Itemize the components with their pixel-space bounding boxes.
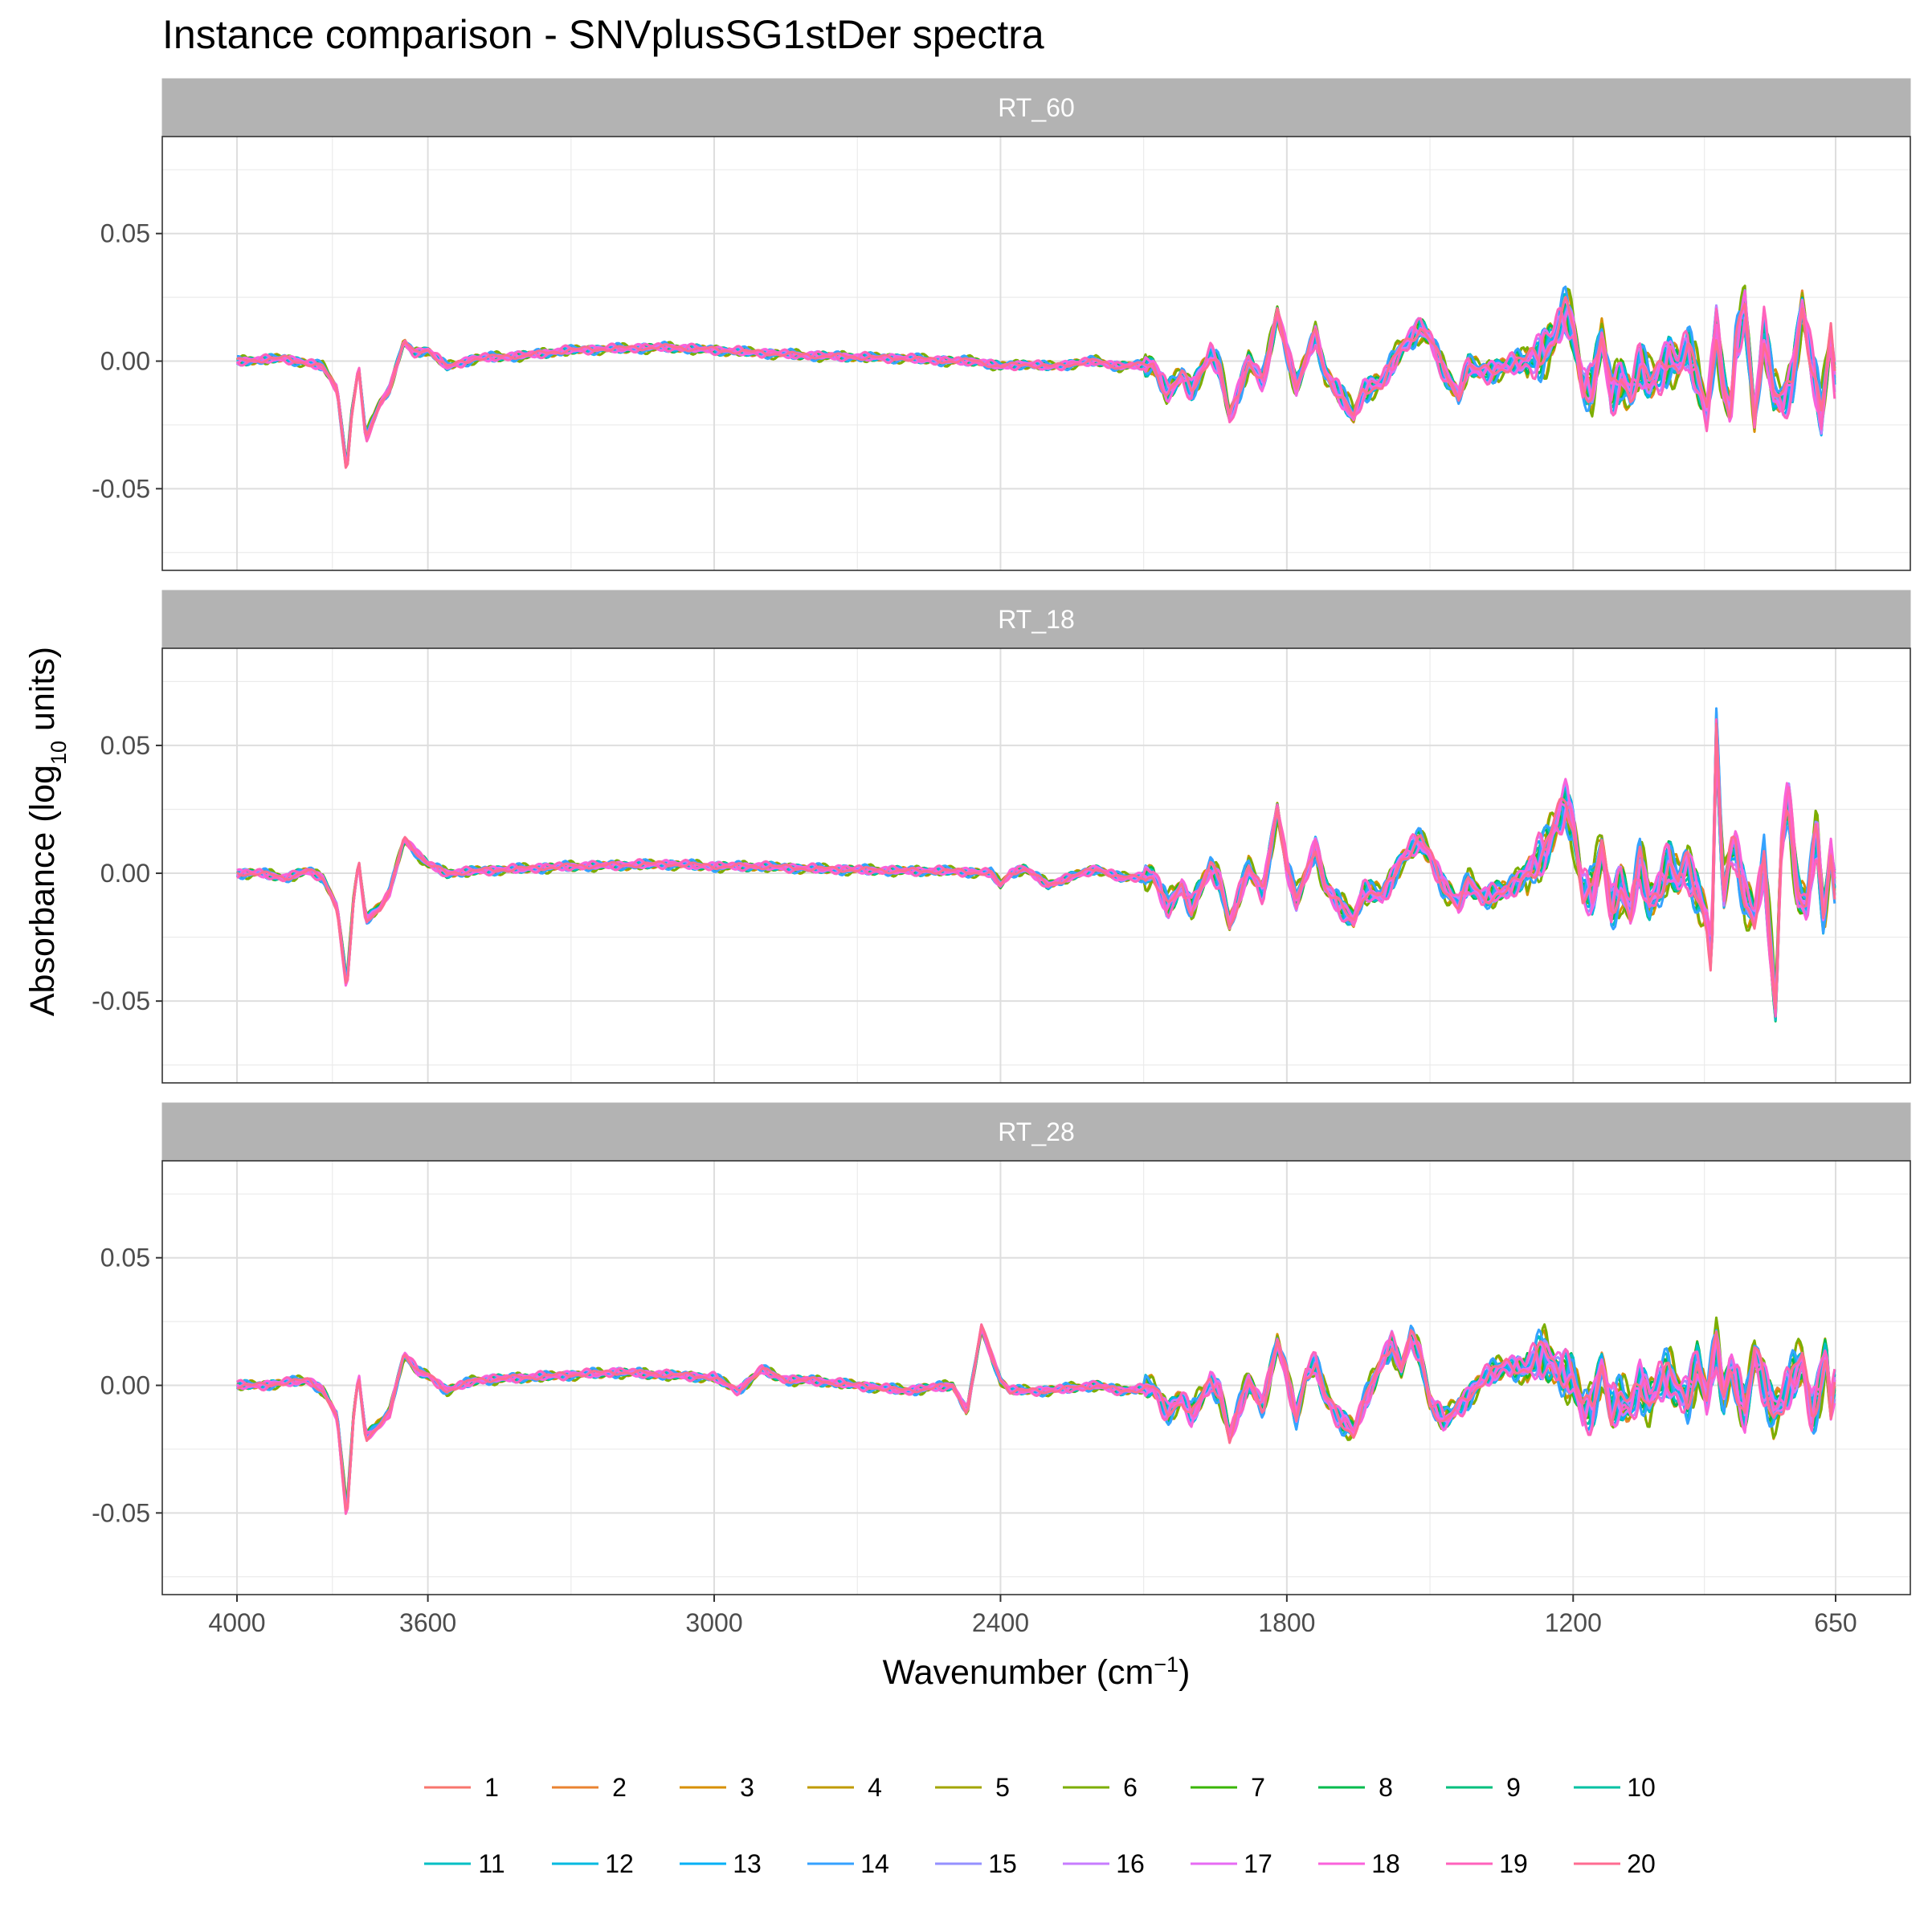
panel-background (162, 648, 1910, 1083)
series-group (235, 284, 1836, 469)
series-line-20 (236, 296, 1836, 469)
legend-label: 4 (868, 1773, 882, 1802)
legend-item-8: 8 (1318, 1773, 1393, 1802)
legend-item-13: 13 (680, 1849, 762, 1878)
x-tick-label: 3600 (399, 1608, 456, 1637)
series-line-19 (236, 1323, 1836, 1515)
legend-label: 18 (1371, 1849, 1400, 1878)
series-group (235, 1316, 1836, 1515)
panel-rt-60: RT_60 0.05 0.00 -0.05 (92, 78, 1911, 571)
x-tick-label: 4000 (208, 1608, 265, 1637)
legend-item-16: 16 (1063, 1849, 1145, 1878)
legend-item-3: 3 (680, 1773, 754, 1802)
legend-item-10: 10 (1574, 1773, 1656, 1802)
legend-label: 16 (1116, 1849, 1145, 1878)
legend-label: 14 (860, 1849, 889, 1878)
panel-border (161, 647, 1911, 1084)
y-tick-label: 0.00 (100, 347, 150, 376)
legend-label: 2 (612, 1773, 627, 1802)
legend-label: 6 (1123, 1773, 1138, 1802)
series-line-20 (236, 722, 1836, 1010)
legend-item-4: 4 (807, 1773, 882, 1802)
y-tick-label: 0.05 (100, 1244, 150, 1272)
legend-label: 12 (605, 1849, 634, 1878)
legend-label: 9 (1506, 1773, 1521, 1802)
legend-label: 11 (478, 1849, 504, 1878)
legend-item-15: 15 (935, 1849, 1017, 1878)
panels-layer: RT_600.050.00-0.05RT_180.050.00-0.05RT_2… (92, 78, 1911, 1595)
x-tick-label: 1200 (1545, 1608, 1602, 1637)
legend-label: 10 (1627, 1773, 1656, 1802)
y-tick-label: -0.05 (92, 1498, 150, 1527)
legend-item-9: 9 (1446, 1773, 1521, 1802)
legend-item-17: 17 (1191, 1849, 1272, 1878)
facet-strip-label: RT_18 (998, 605, 1074, 634)
chart-title: Instance comparison - SNVplusSG1stDer sp… (162, 12, 1044, 57)
x-tick-label: 2400 (972, 1608, 1029, 1637)
panel-border (161, 136, 1911, 571)
legend-label: 8 (1379, 1773, 1393, 1802)
legend-item-6: 6 (1063, 1773, 1138, 1802)
legend-item-20: 20 (1574, 1849, 1656, 1878)
panel-background (162, 137, 1910, 570)
y-tick-label: 0.00 (100, 1371, 150, 1400)
panel-rt-28: RT_28 0.05 0.00 -0.05 (92, 1102, 1911, 1595)
legend-label: 17 (1244, 1849, 1272, 1878)
facet-strip-label: RT_28 (998, 1117, 1074, 1146)
facet-strip (161, 590, 1911, 649)
legend-item-2: 2 (552, 1773, 627, 1802)
legend-item-19: 19 (1446, 1849, 1528, 1878)
x-tick-label: 1800 (1258, 1608, 1315, 1637)
legend-label: 5 (995, 1773, 1010, 1802)
panel-rt-18: RT_18 0.05 0.00 -0.05 (92, 590, 1911, 1084)
legend-label: 7 (1251, 1773, 1265, 1802)
legend-label: 3 (740, 1773, 754, 1802)
legend-item-7: 7 (1191, 1773, 1265, 1802)
series-line-19 (235, 302, 1836, 464)
series-line-20 (236, 1323, 1836, 1511)
y-axis-label: Absorbance (log10 units) (23, 647, 71, 1016)
legend-label: 13 (733, 1849, 762, 1878)
x-tick-label: 3000 (685, 1608, 742, 1637)
x-axis-label: Wavenumber (cm−1) (883, 1652, 1191, 1692)
facet-strip (161, 1102, 1911, 1162)
legend-item-14: 14 (807, 1849, 889, 1878)
y-tick-label: 0.05 (100, 731, 150, 760)
y-tick-label: 0.00 (100, 859, 150, 888)
legend-item-12: 12 (552, 1849, 634, 1878)
legend-item-11: 11 (424, 1849, 505, 1878)
y-tick-label: -0.05 (92, 474, 150, 503)
x-tick-label: 650 (1814, 1608, 1857, 1637)
x-axis: 4000 3600 3000 2400 1800 1200 650 (208, 1595, 1857, 1637)
legend-label: 20 (1627, 1849, 1656, 1878)
facet-strip-label: RT_60 (998, 93, 1074, 122)
legend-label: 19 (1499, 1849, 1528, 1878)
y-tick-label: 0.05 (100, 219, 150, 248)
legend-label: 15 (988, 1849, 1017, 1878)
facet-strip (161, 78, 1911, 137)
legend-item-1: 1 (424, 1773, 499, 1802)
legend-label: 1 (484, 1773, 499, 1802)
legend-item-18: 18 (1318, 1849, 1400, 1878)
y-tick-label: -0.05 (92, 986, 150, 1015)
series-group (235, 707, 1836, 1023)
panel-border (161, 1160, 1911, 1595)
legend-item-5: 5 (935, 1773, 1010, 1802)
